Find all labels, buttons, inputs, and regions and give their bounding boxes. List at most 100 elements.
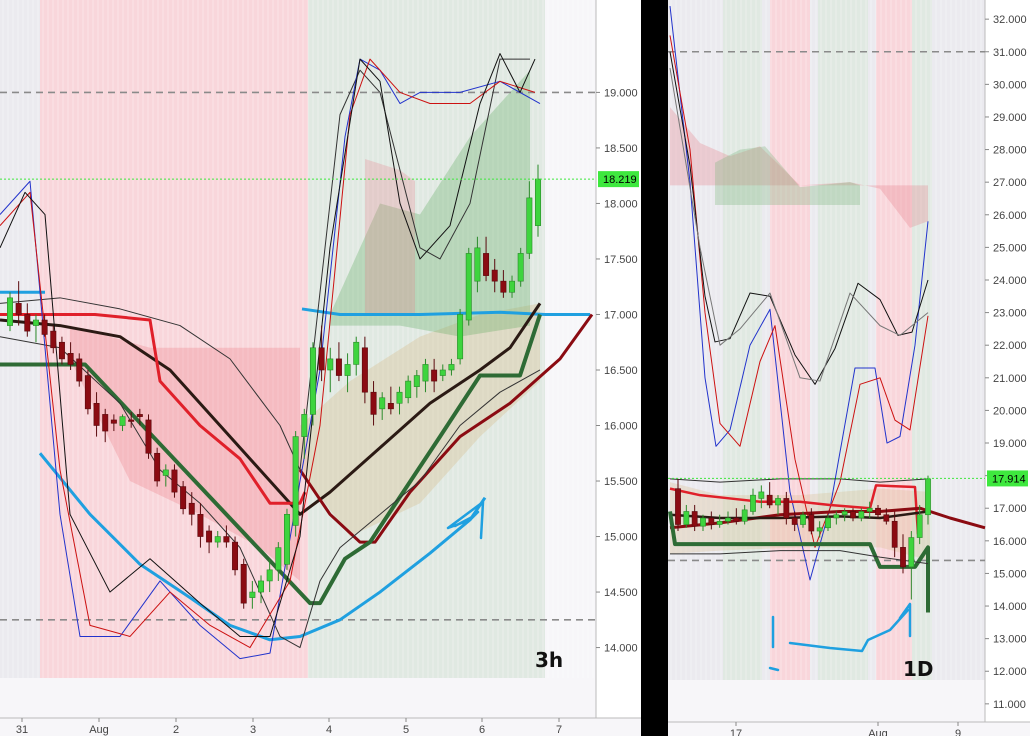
y-tick-label: 26.000 — [993, 210, 1027, 222]
session-band — [0, 0, 40, 678]
candle-body — [41, 319, 48, 335]
y-tick-label: 18.500 — [604, 143, 638, 155]
candle-body — [214, 536, 221, 543]
y-tick-label: 23.000 — [993, 308, 1027, 320]
candle-body — [327, 358, 334, 371]
y-tick-label: 13.000 — [993, 634, 1027, 646]
candle-body — [431, 369, 438, 382]
candle-body — [266, 569, 273, 582]
grey-stoch-line — [669, 67, 929, 382]
x-tick-label: Aug — [868, 728, 888, 736]
ma-red-thick — [669, 484, 920, 535]
candle-body — [833, 514, 840, 519]
candle-body — [188, 502, 195, 515]
hand-drawn-arrow-head — [446, 500, 485, 540]
ichimoku-cloud-top-green — [715, 146, 860, 205]
candle-body — [733, 517, 740, 522]
candle-body — [716, 520, 723, 525]
candle-body — [206, 530, 213, 543]
candle-body — [353, 341, 360, 365]
ma-darkgreen-step — [0, 313, 542, 606]
y-tick-label: 15.000 — [604, 532, 638, 544]
y-tick-label: 18.000 — [604, 198, 638, 210]
timeframe-label: 1D — [903, 657, 934, 681]
candle-body — [850, 511, 856, 519]
candle-body — [84, 375, 91, 410]
candle-body — [741, 509, 748, 522]
session-band — [762, 0, 770, 680]
y-tick-label: 14.000 — [604, 643, 638, 655]
candle-body — [379, 397, 386, 410]
candle-body — [758, 491, 765, 499]
y-tick-label: 16.000 — [604, 421, 638, 433]
price-axis-background — [596, 0, 641, 718]
candle-body — [275, 547, 282, 571]
candle-body — [301, 414, 308, 437]
candle-body — [841, 511, 848, 516]
x-tick-label: 4 — [326, 724, 332, 736]
candle-body — [517, 253, 524, 282]
candle-body — [335, 358, 342, 376]
y-tick-label: 29.000 — [993, 112, 1027, 124]
candle-body — [900, 547, 906, 568]
candle-body — [866, 507, 873, 512]
candle-body — [858, 511, 865, 519]
ichimoku-cloud-top — [670, 107, 928, 228]
candle-body — [891, 520, 898, 548]
candle-body — [318, 347, 325, 371]
candle-body — [67, 353, 74, 365]
last-price-label: 18.219 — [603, 174, 637, 186]
candle-body — [145, 419, 152, 454]
y-tick-label: 12.000 — [993, 666, 1027, 678]
chart-panel-1d: 32.000 31.000 30.000 29.000 28.000 27.000 26.0… — [668, 0, 1030, 736]
candle-body — [24, 314, 31, 332]
x-tick-label: 17 — [730, 728, 742, 736]
last-price-tag — [598, 171, 639, 188]
candle-body — [58, 341, 65, 360]
x-tick-label: 2 — [173, 724, 179, 736]
hand-drawn-arrow-head — [898, 602, 912, 638]
y-tick-label: 17.000 — [993, 503, 1027, 515]
y-tick-label: 17.000 — [604, 309, 638, 321]
candle-body — [808, 514, 815, 532]
x-tick-label: 6 — [479, 724, 485, 736]
candle-body — [725, 517, 731, 522]
candle-body — [76, 358, 83, 382]
candle-body — [240, 563, 247, 604]
x-tick-label: 9 — [955, 728, 961, 736]
candle-body — [766, 494, 773, 506]
candle-body — [875, 507, 881, 516]
session-band — [932, 0, 985, 680]
candle-body — [136, 414, 143, 417]
candle-body — [448, 364, 455, 371]
y-tick-label: 28.000 — [993, 145, 1027, 157]
panel-divider — [641, 0, 668, 736]
ma-black-thick — [0, 302, 542, 516]
candle-body — [700, 517, 706, 527]
candle-body — [439, 369, 446, 376]
candle-body — [800, 514, 806, 525]
y-tick-label: 19.000 — [604, 87, 638, 99]
candle-body — [883, 514, 890, 522]
blue-trend-line — [38, 452, 487, 642]
y-tick-label: 21.000 — [993, 373, 1027, 385]
candle-body — [119, 416, 126, 426]
x-tick-label: 7 — [556, 724, 562, 736]
candle-body — [197, 514, 204, 537]
ichimoku-cloud-tan — [300, 303, 540, 537]
bollinger-cloud-red — [70, 325, 300, 581]
candle-body — [110, 419, 117, 424]
session-band — [818, 0, 868, 680]
y-tick-label: 25.000 — [993, 242, 1027, 254]
hand-drawn-arrow — [788, 608, 910, 653]
panel-background — [668, 0, 1030, 736]
candle-body — [413, 375, 420, 387]
bollinger-lower — [0, 336, 541, 649]
y-tick-label: 24.000 — [993, 275, 1027, 287]
session-band — [723, 0, 762, 680]
y-tick-label: 27.000 — [993, 177, 1027, 189]
candle-body — [32, 319, 39, 326]
candle-body — [387, 402, 394, 410]
hand-drawn-bracket — [768, 615, 780, 672]
